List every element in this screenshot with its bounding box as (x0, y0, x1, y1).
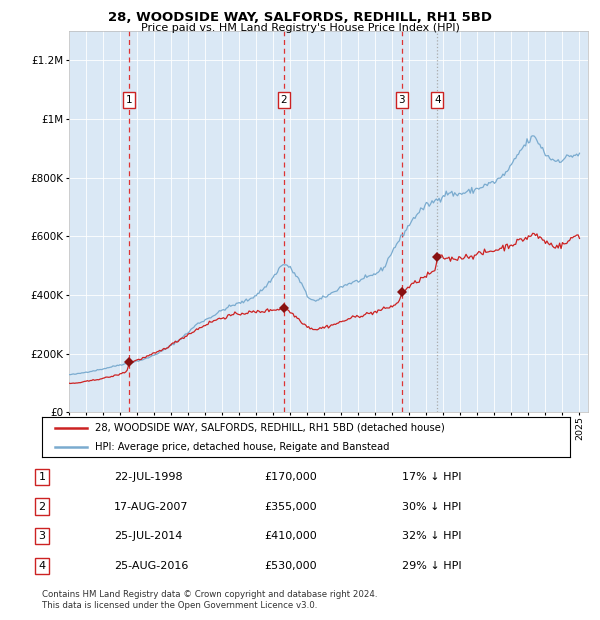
Text: £530,000: £530,000 (264, 561, 317, 571)
Text: 1: 1 (38, 472, 46, 482)
Text: 30% ↓ HPI: 30% ↓ HPI (402, 502, 461, 512)
Text: 29% ↓ HPI: 29% ↓ HPI (402, 561, 461, 571)
Text: £170,000: £170,000 (264, 472, 317, 482)
Text: 3: 3 (38, 531, 46, 541)
Text: 3: 3 (398, 95, 405, 105)
Text: 17% ↓ HPI: 17% ↓ HPI (402, 472, 461, 482)
Text: 17-AUG-2007: 17-AUG-2007 (114, 502, 188, 512)
Text: £355,000: £355,000 (264, 502, 317, 512)
Text: 32% ↓ HPI: 32% ↓ HPI (402, 531, 461, 541)
Text: 28, WOODSIDE WAY, SALFORDS, REDHILL, RH1 5BD (detached house): 28, WOODSIDE WAY, SALFORDS, REDHILL, RH1… (95, 422, 445, 433)
Text: 2: 2 (281, 95, 287, 105)
Text: HPI: Average price, detached house, Reigate and Banstead: HPI: Average price, detached house, Reig… (95, 442, 389, 452)
Text: Contains HM Land Registry data © Crown copyright and database right 2024.
This d: Contains HM Land Registry data © Crown c… (42, 590, 377, 609)
Text: 4: 4 (434, 95, 441, 105)
Text: 25-AUG-2016: 25-AUG-2016 (114, 561, 188, 571)
Text: Price paid vs. HM Land Registry's House Price Index (HPI): Price paid vs. HM Land Registry's House … (140, 23, 460, 33)
Text: 22-JUL-1998: 22-JUL-1998 (114, 472, 182, 482)
Text: 28, WOODSIDE WAY, SALFORDS, REDHILL, RH1 5BD: 28, WOODSIDE WAY, SALFORDS, REDHILL, RH1… (108, 11, 492, 24)
Text: 1: 1 (126, 95, 133, 105)
Text: £410,000: £410,000 (264, 531, 317, 541)
Text: 2: 2 (38, 502, 46, 512)
Text: 4: 4 (38, 561, 46, 571)
Text: 25-JUL-2014: 25-JUL-2014 (114, 531, 182, 541)
